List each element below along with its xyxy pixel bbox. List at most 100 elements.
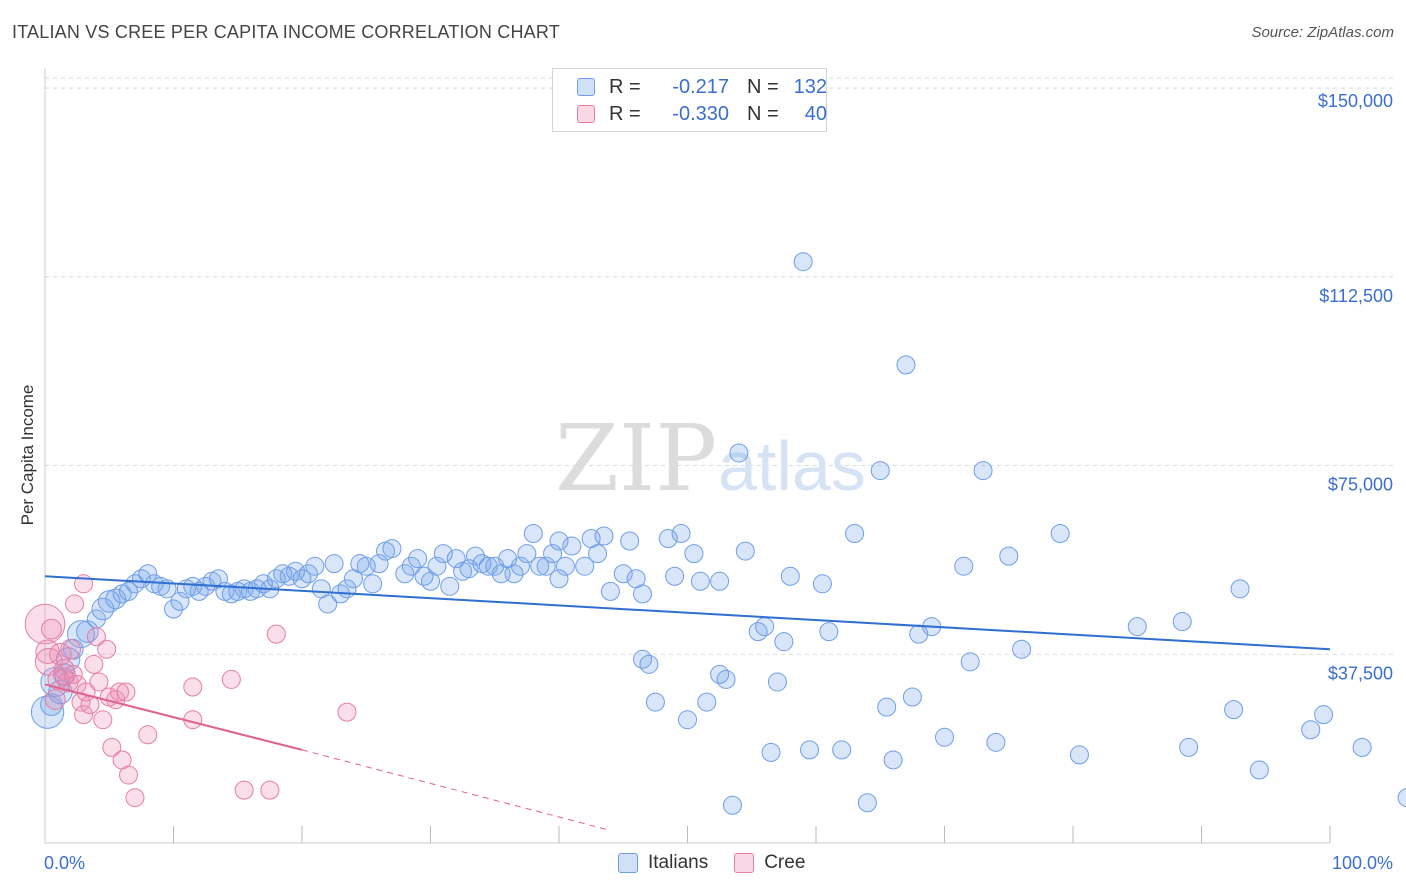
scatter-point — [549, 531, 569, 551]
scatter-point — [102, 737, 122, 757]
scatter-point — [671, 523, 691, 543]
scatter-point — [234, 780, 254, 800]
scatter-point — [208, 569, 228, 589]
scatter-point — [800, 740, 820, 760]
scatter-point — [53, 658, 75, 680]
scatter-point — [60, 638, 82, 660]
scatter-point — [845, 523, 865, 543]
legend-item-italians: Italians — [618, 852, 708, 874]
scatter-point — [40, 693, 63, 716]
scatter-point — [183, 677, 203, 697]
scatter-point — [189, 581, 209, 601]
scatter-point — [266, 624, 286, 644]
scatter-point — [748, 622, 768, 642]
cree-legend-swatch — [734, 853, 755, 873]
scatter-point — [131, 569, 151, 589]
scatter-point — [857, 793, 877, 813]
legend-n-key: N = — [747, 75, 779, 98]
scatter-point — [105, 588, 127, 610]
legend-row-italians: R = -0.217 N = 132 — [577, 75, 827, 99]
scatter-point — [954, 556, 974, 576]
scatter-point — [510, 556, 530, 576]
scatter-point — [1314, 705, 1334, 725]
scatter-point — [536, 556, 556, 576]
legend-label-italians: Italians — [648, 852, 709, 873]
scatter-point — [793, 252, 813, 272]
italians-trend-line — [44, 575, 1331, 651]
scatter-point — [427, 556, 447, 576]
scatter-point — [613, 564, 633, 584]
scatter-point — [116, 682, 136, 702]
legend-item-cree: Cree — [734, 852, 805, 874]
scatter-point — [973, 461, 993, 481]
scatter-point — [594, 526, 614, 546]
scatter-point — [97, 590, 121, 613]
watermark-atlas: atlas — [718, 427, 866, 505]
scatter-point — [44, 689, 66, 710]
legend-r-key: R = — [609, 102, 641, 125]
x-tick-label-start: 0.0% — [44, 853, 85, 873]
scatter-point — [119, 581, 139, 601]
scatter-point — [517, 544, 537, 564]
scatter-point — [935, 727, 954, 747]
scatter-point — [902, 687, 922, 707]
italians-legend-swatch — [618, 853, 638, 873]
scatter-point — [633, 584, 653, 604]
trend-lines — [44, 575, 1331, 831]
scatter-point — [678, 710, 697, 730]
scatter-point — [600, 581, 620, 601]
scatter-point — [324, 554, 344, 574]
legend-label-cree: Cree — [764, 852, 806, 873]
scatter-point — [1172, 612, 1192, 632]
scatter-point — [710, 571, 730, 591]
scatter-point — [54, 667, 74, 687]
scatter-point — [401, 556, 421, 576]
watermark-zip: ZIP — [555, 405, 717, 512]
scatter-point — [767, 672, 787, 692]
scatter-point — [819, 622, 839, 642]
legend-n-key: N = — [747, 102, 779, 125]
scatter-point — [459, 559, 479, 579]
scatter-point — [530, 556, 550, 576]
scatter-point — [684, 544, 704, 564]
scatter-point — [337, 702, 357, 722]
scatter-point — [1050, 523, 1070, 543]
scatter-point — [755, 617, 775, 637]
scatter-point — [318, 594, 338, 614]
italians-swatch — [577, 78, 595, 96]
scatter-point — [260, 780, 280, 800]
cree-swatch — [577, 105, 595, 123]
scatter-point — [832, 740, 852, 760]
scatter-point — [562, 536, 582, 556]
grid-lines — [45, 77, 1395, 655]
scatter-point — [125, 788, 145, 808]
scatter-point — [761, 742, 781, 762]
scatter-point — [633, 649, 653, 669]
scatter-point — [433, 544, 453, 564]
scatter-point — [298, 564, 318, 584]
scatter-point — [1224, 700, 1244, 720]
scatter-point — [110, 682, 130, 702]
cree-trend-line-extension — [301, 749, 611, 831]
scatter-point — [440, 576, 460, 596]
legend-row-cree: R = -0.330 N = 40 — [577, 102, 827, 126]
scatter-point — [1352, 737, 1372, 757]
scatter-point — [504, 564, 524, 584]
scatter-point — [97, 639, 117, 659]
scatter-point — [369, 554, 389, 574]
scatter-point — [588, 544, 608, 564]
y-tick-label: $75,000 — [1328, 475, 1393, 495]
scatter-point — [1012, 639, 1032, 659]
scatter-point — [543, 544, 563, 564]
legend-n-value-cree: 40 — [804, 102, 827, 125]
scatter-point — [870, 461, 890, 481]
scatter-point — [465, 546, 485, 566]
scatter-point — [84, 654, 104, 674]
x-tick-labels: 0.0% 100.0% — [44, 853, 1393, 873]
scatter-point — [999, 546, 1019, 566]
scatter-point — [164, 599, 183, 619]
legend-r-value-cree: -0.330 — [672, 102, 729, 125]
scatter-point — [24, 603, 66, 645]
scatter-point — [883, 750, 903, 770]
scatter-point — [382, 539, 402, 559]
